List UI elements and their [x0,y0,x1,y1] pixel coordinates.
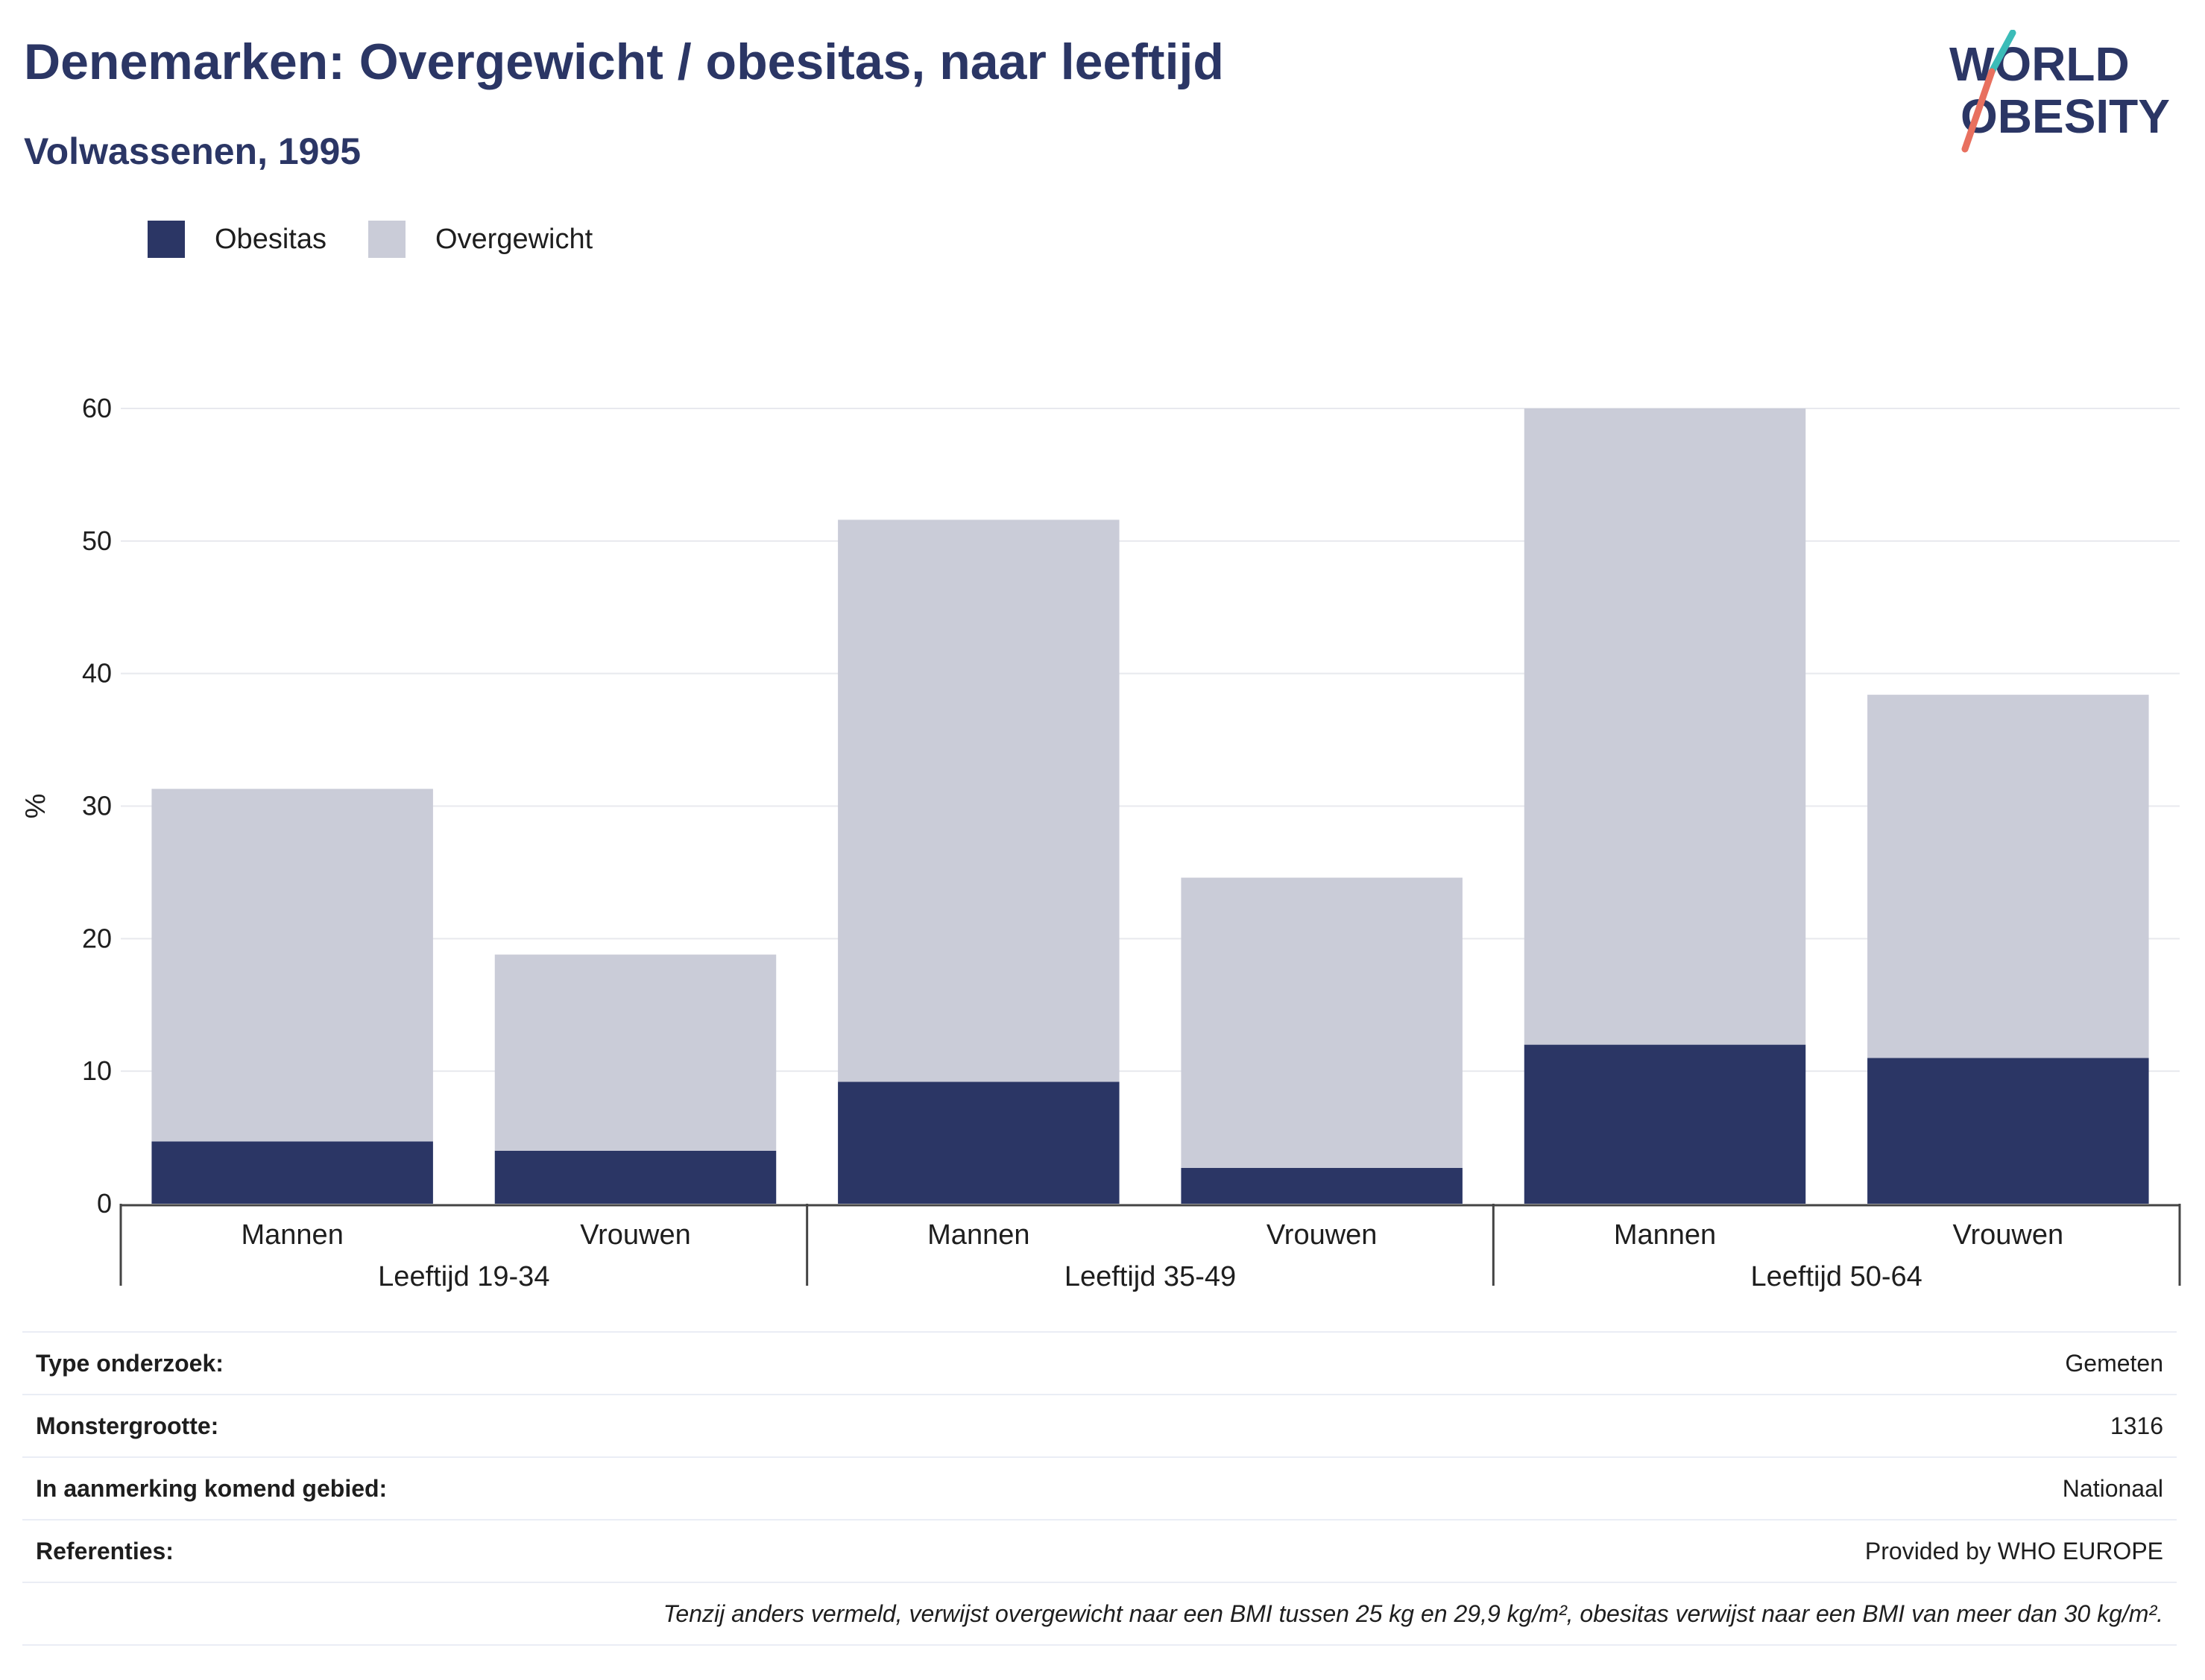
bmi-note: Tenzij anders vermeld, verwijst overgewi… [22,1582,2177,1646]
chart-title: Denemarken: Overgewicht / obesitas, naar… [24,34,1224,90]
bar-obesitas-5 [1867,1058,2149,1204]
info-value: Provided by WHO EUROPE [1864,1537,2163,1564]
y-tick-label: 30 [82,791,112,821]
y-tick-label: 20 [82,923,112,953]
group-label: Leeftijd 50-64 [1751,1261,1922,1292]
bar-overgewicht-3 [1181,877,1463,1168]
world-obesity-logo: WORLD OBESITY [1949,30,2170,153]
info-key: Type onderzoek: [36,1349,224,1377]
legend-swatch-overgewicht [368,221,406,258]
legend-swatch-obesitas [148,221,185,258]
info-row-sample-size: Monstergrootte: 1316 [22,1394,2177,1456]
x-tick-label: Vrouwen [1953,1219,2064,1251]
info-value: Gemeten [2065,1349,2163,1377]
info-row-area: In aanmerking komend gebied: Nationaal [22,1456,2177,1519]
svg-text:OBESITY: OBESITY [1960,89,2170,143]
y-tick-label: 10 [82,1055,112,1086]
y-tick-label: 60 [82,393,112,423]
group-label: Leeftijd 35-49 [1064,1261,1236,1292]
bar-overgewicht-4 [1524,408,1806,1045]
x-tick-label: Mannen [927,1219,1029,1251]
info-value: 1316 [2110,1412,2163,1439]
bar-obesitas-1 [494,1150,777,1204]
x-tick-label: Vrouwen [1266,1219,1378,1251]
y-axis-label: % [20,794,51,819]
info-key: In aanmerking komend gebied: [36,1474,388,1502]
y-tick-label: 40 [82,658,112,689]
x-tick-label: Mannen [242,1219,344,1251]
bar-obesitas-0 [151,1141,433,1204]
bar-chart: 0 10 20 30 40 50 60% Mannen Vrouwen Mannen Vrouwen… [20,393,2181,1292]
info-key: Monstergrootte: [36,1412,219,1439]
group-label: Leeftijd 19-34 [378,1261,549,1292]
info-row-references: Referenties: Provided by WHO EUROPE [22,1519,2177,1582]
bar-overgewicht-1 [494,954,777,1151]
legend-label-overgewicht: Overgewicht [435,223,593,255]
y-tick-label: 0 [97,1188,112,1219]
bar-overgewicht-2 [838,520,1120,1082]
y-tick-label: 50 [82,525,112,556]
x-tick-label: Vrouwen [580,1219,691,1251]
bar-obesitas-3 [1181,1167,1463,1204]
svg-text:WORLD: WORLD [1949,37,2130,91]
x-tick-label: Mannen [1614,1219,1716,1251]
info-value: Nationaal [2062,1474,2163,1502]
info-table: Type onderzoek: Gemeten Monstergrootte: … [22,1331,2177,1646]
info-row-type: Type onderzoek: Gemeten [22,1331,2177,1394]
legend: Obesitas Overgewicht [148,221,634,258]
legend-item-obesitas[interactable]: Obesitas [148,221,327,258]
legend-item-overgewicht[interactable]: Overgewicht [368,221,593,258]
bar-obesitas-2 [838,1081,1120,1204]
legend-label-obesitas: Obesitas [215,223,327,255]
bar-obesitas-4 [1524,1044,1806,1204]
bar-overgewicht-0 [151,789,433,1142]
chart-subtitle: Volwassenen, 1995 [24,130,362,172]
info-key: Referenties: [36,1537,174,1564]
bar-overgewicht-5 [1867,695,2149,1058]
